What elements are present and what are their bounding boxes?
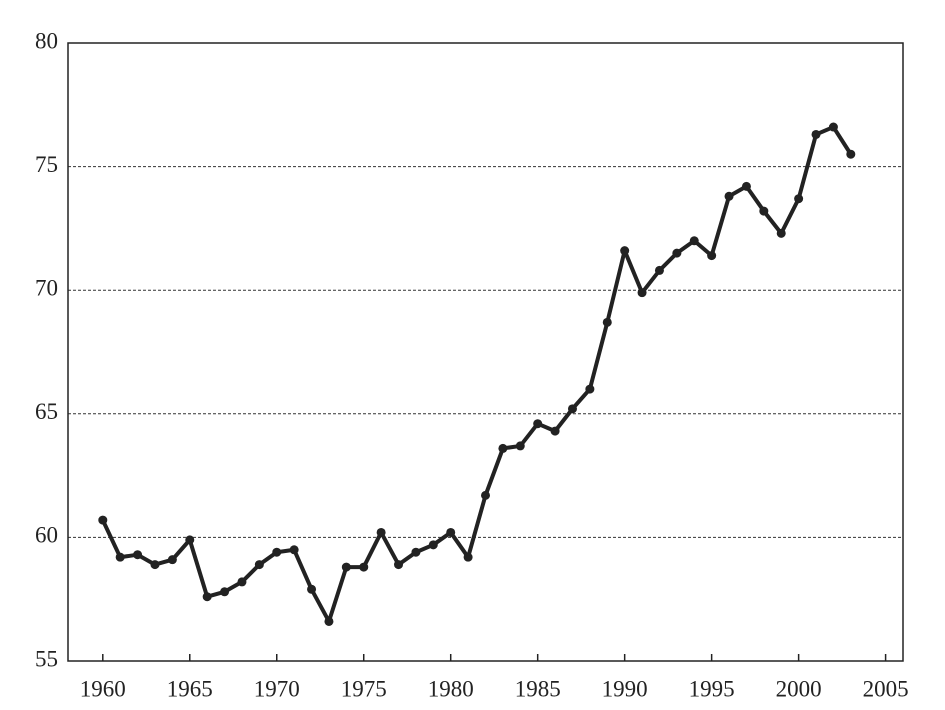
point: [811, 129, 821, 139]
x-tick-label: 1975: [341, 676, 387, 701]
y-tick-label: 70: [35, 275, 58, 300]
point: [324, 616, 334, 626]
point: [202, 592, 212, 602]
point: [237, 577, 247, 587]
y-tick-label: 55: [35, 646, 58, 671]
point: [776, 228, 786, 238]
point: [150, 560, 160, 570]
point: [446, 527, 456, 537]
point: [759, 206, 769, 216]
line: [100, 125, 853, 624]
point: [602, 317, 612, 327]
y-tick-label: 75: [35, 152, 58, 177]
point: [428, 540, 438, 550]
y-tick-label: 80: [35, 28, 58, 53]
point: [98, 515, 108, 525]
x-tick-label: 1965: [167, 676, 213, 701]
x-tick-label: 1960: [80, 676, 126, 701]
plot-frame: [67, 42, 904, 662]
point: [167, 555, 177, 565]
x-tick-label: 2000: [776, 676, 822, 701]
point: [481, 490, 490, 500]
point: [359, 562, 369, 572]
point: [567, 404, 577, 414]
x-tick-label: 1985: [515, 676, 561, 701]
x-tick-label: 1980: [428, 676, 474, 701]
point: [394, 560, 404, 570]
point: [220, 587, 230, 597]
point: [620, 246, 630, 256]
point: [463, 552, 473, 562]
point: [254, 560, 264, 570]
point: [498, 443, 508, 453]
point: [272, 547, 282, 557]
point: [289, 545, 299, 555]
point: [376, 527, 386, 537]
x-tick-label: 2005: [863, 676, 909, 701]
y-tick-label: 60: [35, 523, 58, 548]
x-tick-label: 1995: [689, 676, 735, 701]
y-tick-label: 65: [35, 399, 58, 424]
point: [550, 426, 560, 436]
point: [341, 562, 351, 572]
point: [689, 236, 699, 246]
point: [794, 194, 804, 204]
x-tick-label: 1990: [602, 676, 648, 701]
point: [724, 191, 734, 201]
point: [133, 550, 143, 560]
point: [654, 265, 664, 275]
point: [515, 441, 525, 451]
point: [846, 149, 856, 159]
point: [185, 535, 195, 545]
point: [741, 181, 751, 191]
point: [411, 547, 421, 557]
point: [637, 288, 647, 298]
point: [707, 251, 717, 261]
point: [533, 419, 543, 429]
x-tick-label: 1970: [254, 676, 300, 701]
point: [672, 248, 682, 258]
point: [307, 584, 317, 594]
point: [585, 384, 595, 394]
point: [828, 122, 838, 132]
point: [115, 552, 125, 562]
